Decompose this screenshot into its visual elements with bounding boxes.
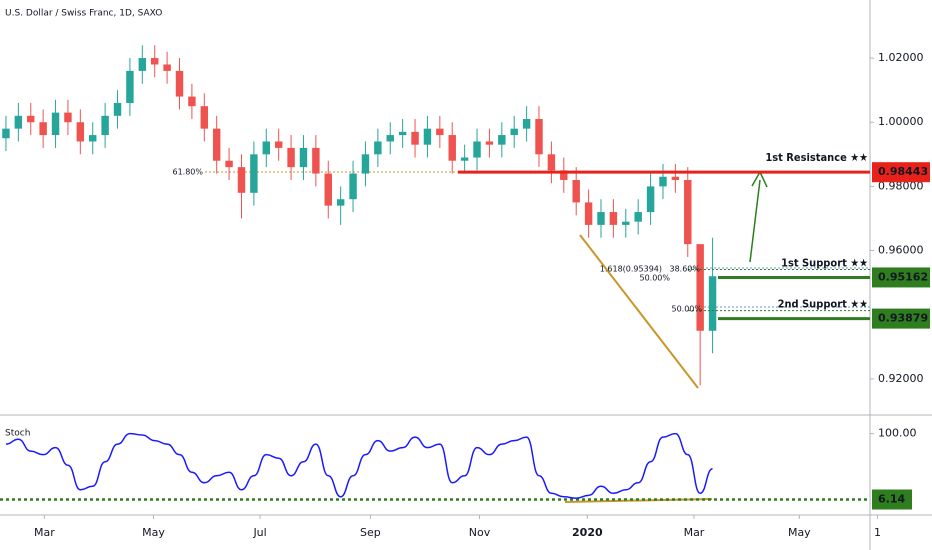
stoch-title: Stoch (5, 429, 30, 439)
level-value: 0.98443 (878, 165, 928, 178)
x-tick-label: May (788, 526, 811, 539)
candle-body (547, 154, 556, 171)
stoch-level-tag (872, 489, 912, 510)
y-tick-label: 0.96000 (878, 244, 924, 257)
candle-body (684, 179, 692, 245)
candle-body (584, 202, 593, 225)
candle-body (560, 170, 568, 180)
candle-body (138, 58, 147, 71)
candle-body (39, 122, 47, 136)
x-tick-label: May (142, 526, 165, 539)
candle-body (436, 128, 444, 136)
candle-body (423, 128, 432, 145)
candle-body (299, 147, 308, 168)
x-tick-label: Mar (34, 526, 55, 539)
level-name: 1st Support ★★ (781, 256, 868, 269)
candle-body (225, 160, 233, 168)
candle-body (386, 135, 394, 142)
candle-body (14, 115, 23, 129)
candle-body (510, 128, 518, 136)
candle-body (27, 115, 35, 123)
candle-body (349, 173, 357, 200)
candle-body (522, 119, 531, 129)
x-tick-label: Nov (469, 526, 491, 539)
candle-body (696, 244, 704, 331)
level-tag (872, 308, 930, 329)
candle-body (274, 141, 283, 148)
candle-body (262, 141, 270, 155)
candle-body (361, 154, 370, 174)
chart-title: U.S. Dollar / Swiss Franc, 1D, SAXO (5, 9, 162, 19)
candle-body (634, 212, 642, 222)
candle-body (212, 128, 221, 161)
candle-body (250, 154, 258, 193)
x-tick-label: Mar (684, 526, 705, 539)
fib-label: 38.60% (669, 265, 700, 274)
level-name: 1st Resistance ★★ (765, 151, 868, 164)
arrow (749, 179, 761, 263)
candle-body (64, 112, 72, 123)
fib-label: 61.80% (172, 168, 203, 177)
candle-body (200, 106, 209, 129)
candle-body (175, 70, 184, 97)
candle-body (163, 64, 171, 71)
candle-body (324, 173, 332, 206)
candle-body (485, 141, 494, 145)
y-tick-label: 0.92000 (878, 372, 924, 385)
y-tick-label: 1.00000 (878, 115, 924, 128)
candle-body (287, 147, 295, 168)
candle-body (448, 135, 456, 161)
candle-body (473, 141, 481, 158)
x-tick-label: Sep (360, 526, 381, 539)
y-tick-label: 0.98000 (878, 179, 924, 192)
candle-body (535, 119, 543, 155)
candle-body (708, 276, 717, 331)
candle-body (101, 115, 109, 136)
candle-body (89, 135, 97, 142)
fib-label: 1.618(0.95394) (600, 265, 662, 274)
candle-body (572, 179, 580, 203)
candle-body (398, 131, 407, 136)
candle-body (76, 122, 85, 142)
candle-body (659, 176, 667, 187)
candle-body (460, 157, 469, 161)
x-tick-label: 2020 (572, 526, 603, 539)
candle-body (498, 135, 506, 145)
fib-label: 50.00% (671, 305, 702, 314)
level-value: 0.95162 (878, 270, 928, 283)
level-tag (872, 267, 930, 288)
candle-body (336, 199, 345, 206)
candle-body (237, 167, 246, 193)
candle-body (646, 186, 655, 213)
stoch-level-value: 6.14 (878, 493, 905, 506)
x-tick-label: Jul (252, 526, 266, 539)
candle-body (51, 112, 60, 136)
fib-label: 50.00% (639, 274, 670, 283)
y-tick-label: 1.02000 (878, 51, 924, 64)
candle-body (411, 131, 419, 145)
level-tag (872, 162, 930, 183)
candle-body (671, 176, 680, 180)
candle-body (2, 128, 10, 139)
trend-line (579, 234, 699, 389)
candle-body (374, 141, 382, 155)
level-value: 0.93879 (878, 312, 928, 325)
x-tick-label: 1 (874, 526, 881, 539)
stoch-line (5, 432, 713, 499)
candle-body (150, 58, 159, 65)
candle-body (126, 70, 134, 103)
candle-body (113, 102, 122, 116)
level-name: 2nd Support ★★ (778, 298, 869, 311)
candle-body (609, 212, 618, 225)
candle-body (622, 221, 630, 225)
candle-body (312, 147, 320, 174)
stoch-tick-label: 100.00 (878, 427, 917, 440)
candle-body (597, 212, 605, 225)
candle-body (188, 96, 196, 107)
